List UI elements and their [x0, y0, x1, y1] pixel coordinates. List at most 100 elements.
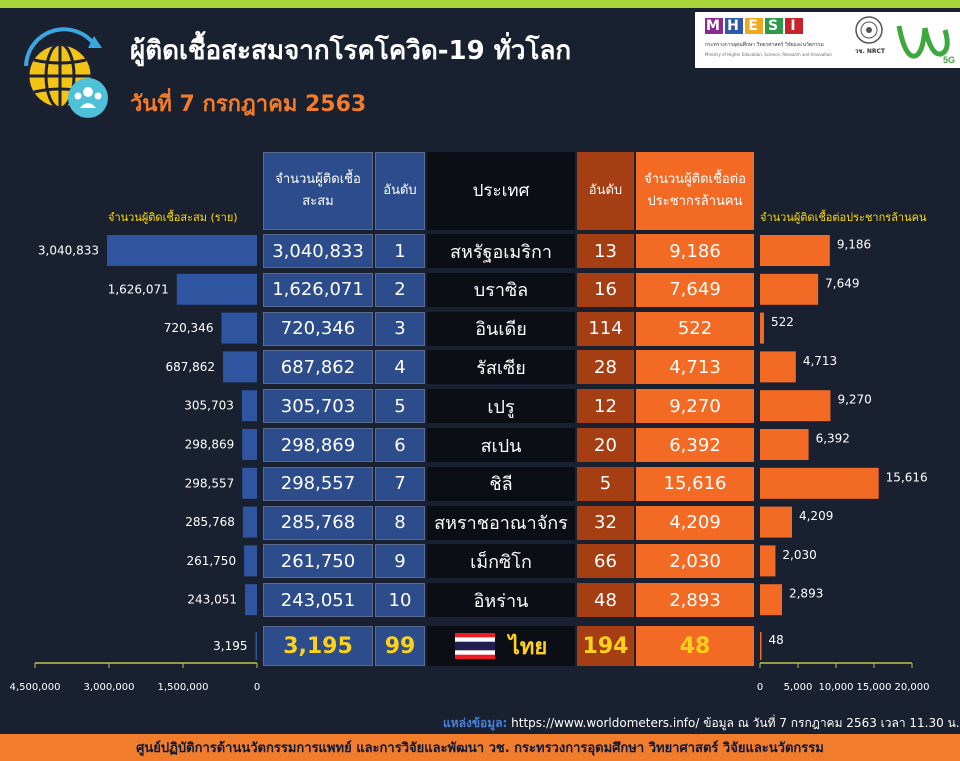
mhesi-text-th: กระทรวงการอุดมศึกษา วิทยาศาสตร์ วิจัยและ…: [705, 42, 824, 48]
nrct-seal-icon: [855, 16, 883, 44]
cell-rank2: 48: [577, 583, 634, 618]
right-axis-tick-label: 20,000: [895, 682, 930, 693]
cell-country: สหราชอาณาจักร: [427, 505, 575, 540]
cell-per-million: 9,186: [636, 234, 754, 268]
thai-rank2: 194: [577, 626, 634, 666]
left-axis-tick-label: 1,500,000: [158, 682, 209, 693]
right-bar: [760, 351, 796, 383]
left-bar-value-label: 720,346: [164, 321, 214, 335]
cell-per-million: 15,616: [636, 466, 754, 501]
header-country: ประเทศ: [427, 152, 575, 230]
right-bar: [760, 632, 762, 660]
right-axis-title: จำนวนผู้ติดเชื้อต่อประชากรล้านคน: [760, 211, 927, 224]
right-axis-tick-label: 10,000: [819, 682, 854, 693]
right-bar-value-label: 48: [769, 633, 784, 647]
cell-rank2: 16: [577, 272, 634, 307]
thai-per-million: 48: [636, 626, 754, 666]
thai-flag-icon: [454, 633, 495, 659]
cell-rank: 6: [375, 428, 425, 462]
cell-rank: 10: [375, 583, 425, 618]
cell-cases: 285,768: [263, 505, 373, 540]
right-axis-tick-label: 5,000: [784, 682, 813, 693]
left-axis-tick-label: 4,500,000: [10, 682, 61, 693]
cell-rank2: 66: [577, 544, 634, 579]
left-bar: [176, 273, 257, 305]
left-bar: [242, 467, 257, 499]
right-bar-value-label: 4,209: [799, 509, 833, 523]
right-bar: [760, 429, 809, 460]
cell-cases: 298,557: [263, 466, 373, 501]
header-cases: จำนวนผู้ติดเชื้อสะสม: [263, 152, 373, 230]
cell-rank: 5: [375, 389, 425, 424]
right-bar: [760, 584, 782, 616]
right-bar-value-label: 2,893: [789, 587, 823, 601]
cell-per-million: 6,392: [636, 428, 754, 462]
cell-rank2: 32: [577, 505, 634, 540]
right-bar: [760, 390, 831, 422]
cell-per-million: 7,649: [636, 272, 754, 307]
cell-per-million: 2,030: [636, 544, 754, 579]
cell-rank2: 20: [577, 428, 634, 462]
footer-banner: ศูนย์ปฏิบัติการด้านนวัตกรรมการแพทย์ และก…: [0, 734, 960, 761]
cell-country: ชิลี: [427, 466, 575, 501]
cell-per-million: 4,209: [636, 505, 754, 540]
right-bar-value-label: 15,616: [886, 470, 928, 484]
left-axis-tick-label: 0: [254, 682, 260, 693]
v5g-logo-icon: 5G: [896, 25, 955, 65]
left-axis-title: จำนวนผู้ติดเชื้อสะสม (ราย): [108, 211, 238, 224]
right-bar: [760, 273, 819, 305]
right-bar-value-label: 9,186: [837, 238, 871, 252]
right-bar-value-label: 6,392: [816, 432, 850, 446]
right-bar: [760, 312, 764, 344]
left-bar-value-label: 243,051: [187, 593, 237, 607]
mhesi-text-en: Ministry of Higher Education, Science, R…: [705, 52, 832, 57]
right-bar: [760, 235, 830, 266]
mhesi-letter: M: [705, 18, 723, 34]
cell-country: เปรู: [427, 389, 575, 424]
left-bar-value-label: 298,557: [185, 476, 235, 490]
top-accent-bar: [0, 0, 960, 8]
right-bar-value-label: 4,713: [803, 354, 837, 368]
cell-cases: 720,346: [263, 311, 373, 346]
right-bar-value-label: 7,649: [825, 276, 859, 290]
cell-rank2: 13: [577, 234, 634, 268]
cell-cases: 298,869: [263, 428, 373, 462]
cell-rank: 3: [375, 311, 425, 346]
right-bar: [760, 506, 792, 538]
header-rank: อันดับ: [375, 152, 425, 230]
cell-rank2: 114: [577, 311, 634, 346]
cell-cases: 261,750: [263, 544, 373, 579]
cell-rank2: 12: [577, 389, 634, 424]
cell-cases: 687,862: [263, 350, 373, 385]
cell-country: อิหร่าน: [427, 583, 575, 618]
left-bar-value-label: 285,768: [185, 515, 235, 529]
cell-cases: 1,626,071: [263, 272, 373, 307]
source-line: แหล่งข้อมูล: https://www.worldometers.in…: [443, 716, 960, 730]
left-bar: [221, 312, 257, 344]
left-bar-value-label: 1,626,071: [108, 282, 169, 296]
left-bar: [241, 390, 257, 422]
cell-rank2: 28: [577, 350, 634, 385]
cell-country: รัสเซีย: [427, 350, 575, 385]
left-bar-value-label: 298,869: [185, 438, 235, 452]
cell-cases: 305,703: [263, 389, 373, 424]
mhesi-letter: E: [745, 18, 763, 34]
thai-rank: 99: [375, 626, 425, 666]
cell-rank: 1: [375, 234, 425, 268]
cell-cases: 3,040,833: [263, 234, 373, 268]
cell-country: สเปน: [427, 428, 575, 462]
cell-rank: 2: [375, 272, 425, 307]
cell-cases: 243,051: [263, 583, 373, 618]
cell-per-million: 9,270: [636, 389, 754, 424]
right-bar: [760, 467, 879, 499]
header-per-million: จำนวนผู้ติดเชื้อต่อประชากรล้านคน: [636, 152, 754, 230]
left-bar: [106, 235, 258, 266]
cell-country: เม็กซิโก: [427, 544, 575, 579]
page-subtitle: วันที่ 7 กรกฎาคม 2563: [130, 92, 367, 117]
cell-rank: 9: [375, 544, 425, 579]
page-title: ผู้ติดเชื้อสะสมจากโรคโควิด-19 ทั่วโลก: [130, 36, 572, 66]
left-axis-tick-label: 3,000,000: [84, 682, 135, 693]
thai-country-label: ไทย: [508, 634, 548, 660]
